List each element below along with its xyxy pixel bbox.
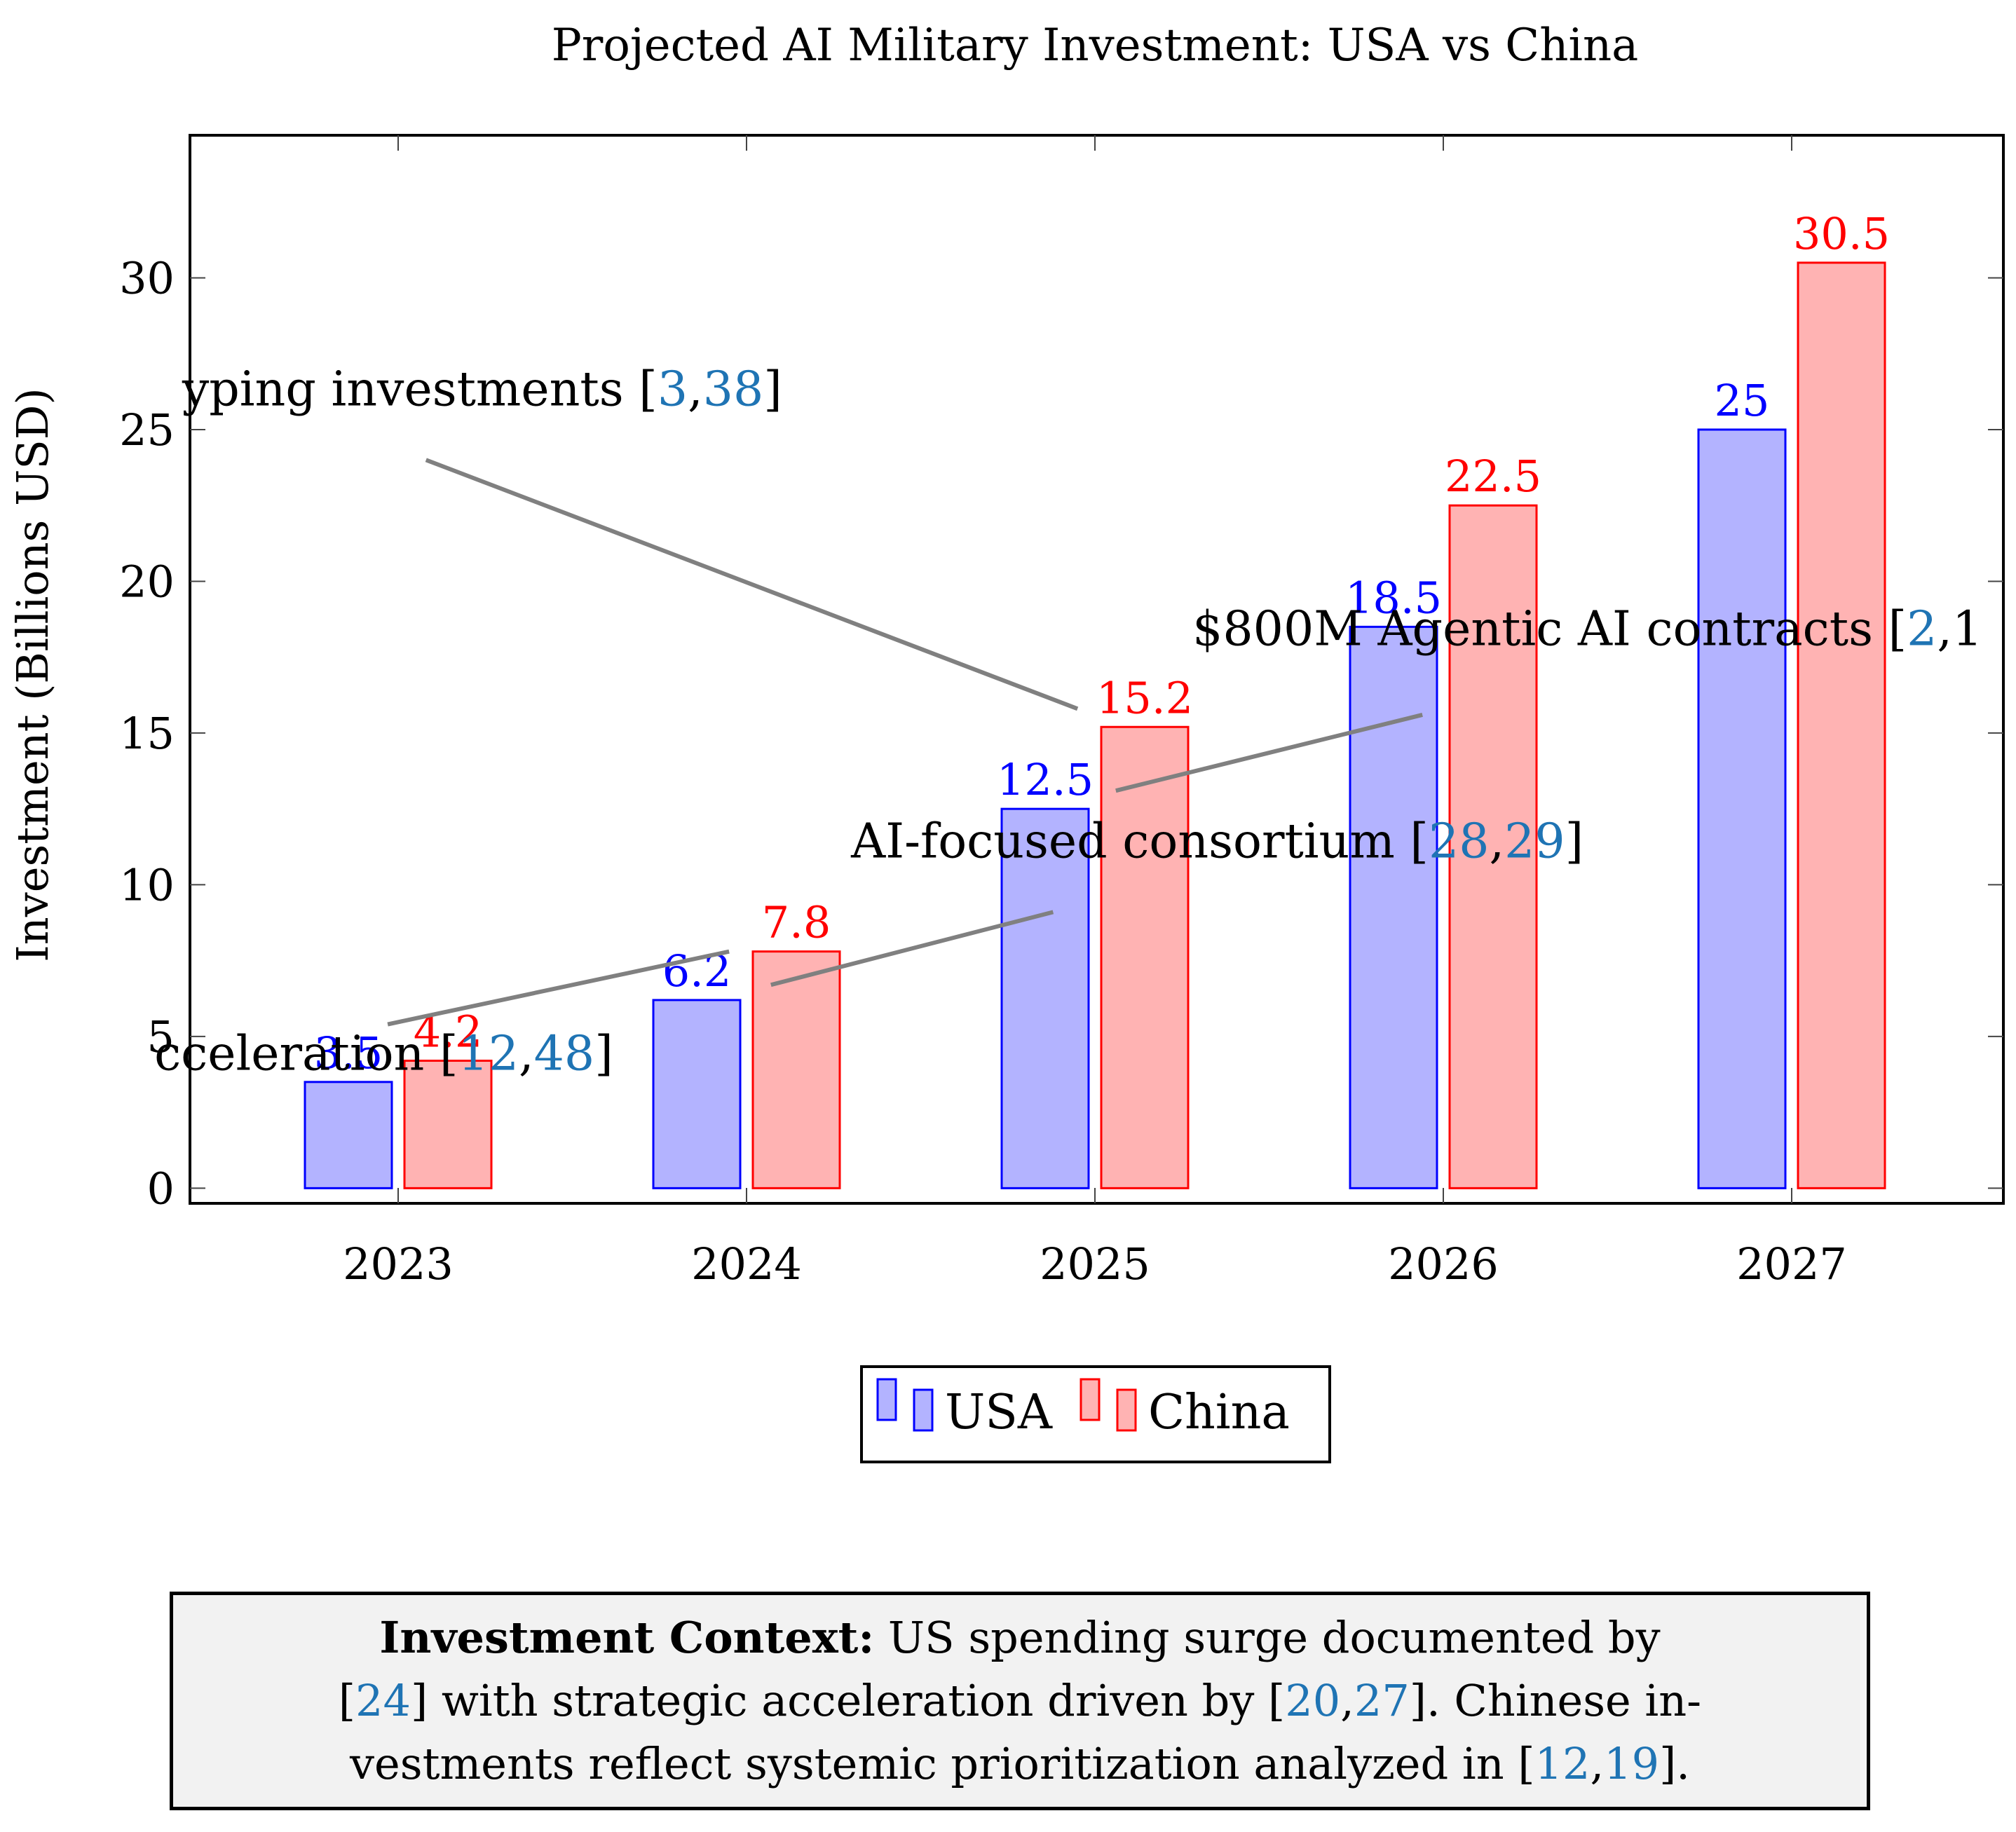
bar-usa-2026 (1349, 625, 1438, 1189)
annotation-leader-line (1115, 713, 1423, 793)
citation-link[interactable]: 27 (1354, 1675, 1410, 1726)
citation-link[interactable]: 12 (458, 1027, 519, 1082)
legend-swatch (1116, 1388, 1137, 1432)
citation-link[interactable]: 20 (1285, 1675, 1341, 1726)
bar-usa-2023 (304, 1081, 393, 1189)
annotation-text: yping investments [ (182, 362, 658, 417)
legend-label-usa: USA (945, 1385, 1053, 1440)
context-line-2: [24] with strategic acceleration driven … (339, 1669, 1701, 1732)
data-label: 3.5 (314, 1027, 383, 1079)
y-tick-label: 10 (119, 859, 175, 910)
citation-link[interactable]: 12 (1534, 1738, 1591, 1789)
bar-china-2024 (751, 950, 841, 1189)
context-heading: Investment Context: (379, 1612, 875, 1663)
x-tick-label: 2023 (343, 1238, 454, 1290)
y-tick-label: 0 (147, 1163, 175, 1214)
chart-title: Projected AI Military Investment: USA vs… (552, 20, 1639, 71)
annotation-label: AI-focused consortium [28,29] (850, 814, 1583, 869)
x-tick-label: 2025 (1040, 1238, 1150, 1290)
annotation-text: ] (1565, 814, 1584, 869)
data-label: 12.5 (997, 754, 1094, 805)
annotation-text: AI-focused consortium [ (850, 814, 1429, 869)
investment-context-box: Investment Context: US spending surge do… (170, 1592, 1870, 1810)
annotation-text: , (688, 362, 703, 417)
citation-link[interactable]: 2 (1907, 601, 1937, 657)
legend-swatch (1079, 1378, 1101, 1421)
annotation-label: yping investments [3,38] (182, 362, 782, 417)
legend: USA China (860, 1365, 1331, 1463)
bar-china-2025 (1100, 725, 1190, 1189)
legend-swatch (876, 1378, 897, 1421)
annotation-leader-line (770, 910, 1054, 987)
y-tick-label: 30 (119, 252, 175, 303)
bar-usa-2027 (1697, 428, 1787, 1189)
y-tick-label: 15 (119, 708, 175, 759)
data-label: 22.5 (1445, 451, 1541, 502)
context-line-1: Investment Context: US spending surge do… (379, 1606, 1660, 1669)
x-tick-label: 2027 (1736, 1238, 1847, 1290)
context-line-3: vestments reflect systemic prioritizatio… (350, 1732, 1690, 1796)
y-axis-label: Investment (Billions USD) (7, 388, 58, 962)
context-line-3-tail: ]. (1659, 1738, 1690, 1789)
annotation-text: ] (763, 362, 782, 417)
data-label: 25 (1715, 375, 1770, 426)
bar-china-2023 (403, 1060, 493, 1189)
y-tick-label: 25 (119, 404, 175, 456)
annotation-text: $800M Agentic AI contracts [ (1192, 601, 1907, 657)
annotation-text: cceleration [ (154, 1027, 458, 1082)
annotation-leader-line (425, 458, 1079, 711)
bar-usa-2024 (652, 999, 742, 1189)
citation-separator: , (1340, 1675, 1354, 1726)
context-line-3-text: vestments reflect systemic prioritizatio… (350, 1738, 1535, 1789)
y-tick-label: 5 (147, 1011, 175, 1062)
x-tick-label: 2024 (691, 1238, 802, 1290)
citation-link[interactable]: 28 (1429, 814, 1490, 869)
data-label: 18.5 (1345, 572, 1442, 623)
y-tick-label: 20 (119, 556, 175, 607)
bar-china-2026 (1448, 504, 1538, 1189)
annotation-leader-line (387, 949, 730, 1027)
annotation-text: , (519, 1027, 534, 1082)
citation-link[interactable]: 38 (703, 362, 764, 417)
citation-link[interactable]: 29 (1504, 814, 1565, 869)
context-line-2-tail: ]. Chinese in- (1409, 1675, 1702, 1726)
data-label: 7.8 (762, 897, 831, 948)
annotation-text: ] (594, 1027, 613, 1082)
bar-usa-2025 (1000, 807, 1090, 1189)
context-line-1-text: US spending surge documented by (874, 1612, 1661, 1663)
annotation-text: , (1490, 814, 1505, 869)
plot-frame (189, 134, 2005, 1205)
data-label: 30.5 (1793, 208, 1890, 259)
legend-label-china: China (1148, 1385, 1290, 1440)
x-tick-label: 2026 (1388, 1238, 1499, 1290)
bar-china-2027 (1797, 261, 1886, 1189)
data-label: 15.2 (1096, 672, 1193, 723)
annotation-label: cceleration [12,48] (154, 1027, 613, 1082)
citation-link[interactable]: 48 (534, 1027, 595, 1082)
annotation-label: $800M Agentic AI contracts [2,1 (1192, 601, 1982, 657)
citation-separator: , (1590, 1738, 1605, 1789)
legend-swatch (913, 1388, 934, 1432)
context-line-2-text: ] with strategic acceleration driven by … (410, 1675, 1286, 1726)
annotation-text: ,1 (1937, 601, 1982, 657)
citation-link[interactable]: 24 (355, 1675, 411, 1726)
citation-link[interactable]: 3 (658, 362, 688, 417)
citation-link[interactable]: 19 (1604, 1738, 1660, 1789)
bracket-open: [ (338, 1675, 356, 1726)
